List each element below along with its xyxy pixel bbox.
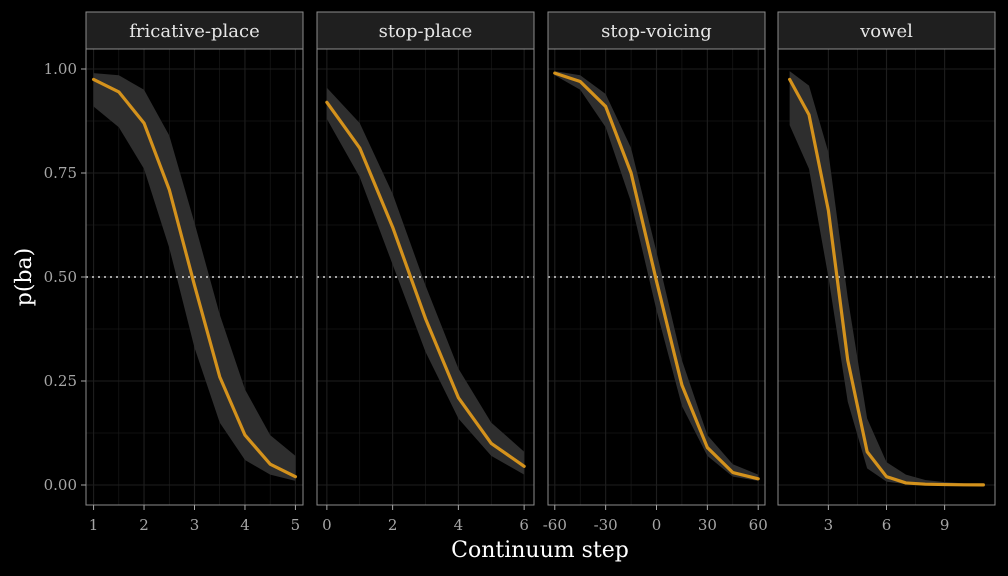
fitted-curve [91,77,298,479]
facet-panel-stop-voicing: stop-voicing -60 -30 0 30 60 [543,11,768,534]
x-tick-label: -60 [543,516,567,534]
x-tick-label: 4 [454,516,464,534]
x-tick-label: 2 [139,516,149,534]
fitted-curve [553,71,760,481]
panels: fricative-place 1 2 3 4 5 stop-place 0 2 4 6 stop-v… [85,11,996,534]
x-tick-label: 4 [240,516,250,534]
x-tick-label: 2 [388,516,398,534]
y-tick-label: 0.50 [44,268,77,286]
x-tick-label: 30 [698,516,717,534]
x-tick-label: 60 [749,516,768,534]
x-tick-label: 0 [652,516,662,534]
x-axis-title: Continuum step [451,538,629,563]
facet-strip-label: fricative-place [129,21,259,42]
x-tick-label: 0 [322,516,332,534]
fitted-curve [788,77,985,487]
x-tick-label: 3 [824,516,834,534]
facet-panel-vowel: vowel 3 6 9 [777,11,996,534]
facet-panel-fricative-place: fricative-place 1 2 3 4 5 [85,11,304,534]
x-tick-label: 5 [291,516,301,534]
facet-panel-stop-place: stop-place 0 2 4 6 [316,11,535,534]
y-tick-label: 0.25 [44,372,77,390]
x-tick-label: 6 [882,516,892,534]
x-tick-label: -30 [594,516,618,534]
y-tick-label: 1.00 [44,60,77,78]
facet-strip [85,11,304,50]
y-tick-label: 0.75 [44,164,77,182]
facet-strip-label: stop-voicing [601,21,712,42]
y-axis-title: p(ba) [12,248,37,306]
x-tick-label: 1 [89,516,99,534]
facet-strip-label: vowel [859,21,913,42]
x-tick-label: 6 [519,516,529,534]
x-tick-label: 3 [190,516,200,534]
facet-strip [316,11,535,50]
x-tick-label: 9 [940,516,950,534]
y-tick-label: 0.00 [44,476,77,494]
facet-strip [777,11,996,50]
facet-strip [547,11,766,50]
y-axis: 0.00 0.25 0.50 0.75 1.00 [44,60,86,494]
facet-strip-label: stop-place [379,21,473,42]
fitted-curve [325,100,526,468]
